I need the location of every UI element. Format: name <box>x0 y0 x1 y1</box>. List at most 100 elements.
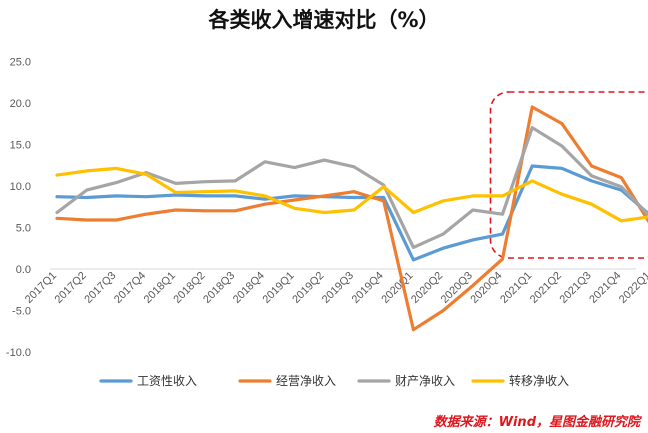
data-point <box>471 194 475 198</box>
data-point <box>560 122 564 125</box>
data-point <box>85 169 89 173</box>
data-point <box>441 232 445 236</box>
data-point <box>412 258 415 262</box>
x-tick-label: 2018Q4 <box>231 270 267 306</box>
data-point <box>55 195 59 199</box>
legend-label: 财产净收入 <box>395 374 455 388</box>
x-tick-label: 2017Q4 <box>112 270 148 306</box>
data-point <box>85 218 89 222</box>
data-point <box>322 158 326 162</box>
data-point <box>441 199 445 203</box>
y-tick-label: 25.0 <box>10 56 31 68</box>
x-tick-label: 2017Q3 <box>82 270 118 306</box>
chart-title: 各类收入增速对比（%） <box>207 8 439 32</box>
data-point <box>233 179 237 183</box>
data-point <box>204 194 207 198</box>
data-point <box>115 218 118 222</box>
data-point <box>619 176 623 179</box>
data-point <box>293 166 296 170</box>
data-point <box>501 194 504 198</box>
data-point <box>322 194 326 198</box>
legend: 工资性收入 经营净收入 财产净收入 转移净收入 <box>99 373 569 388</box>
legend-label: 转移净收入 <box>509 373 569 388</box>
data-point <box>530 105 534 109</box>
data-point <box>501 232 504 236</box>
data-point <box>144 195 148 199</box>
plot-area: 25.020.015.010.05.00.0-5.0-10.02017Q1201… <box>6 56 648 359</box>
data-point <box>55 173 59 177</box>
data-point <box>115 181 118 184</box>
data-point <box>352 190 356 194</box>
data-point <box>293 198 296 202</box>
data-point <box>382 185 386 189</box>
x-tick-label: 2022Q1 <box>617 270 648 306</box>
data-point <box>115 167 118 170</box>
x-tick-label: 2021Q3 <box>558 270 594 306</box>
data-point <box>590 202 593 206</box>
data-point <box>204 180 207 184</box>
data-point <box>174 182 178 185</box>
y-tick-label: 0.0 <box>16 264 31 276</box>
y-tick-label: 10.0 <box>10 181 31 193</box>
data-point <box>263 202 267 206</box>
x-tick-label: 2017Q2 <box>53 270 89 306</box>
data-point <box>55 216 59 220</box>
x-tick-label: 2019Q2 <box>290 270 326 306</box>
data-point <box>174 193 178 197</box>
data-point <box>412 211 415 214</box>
y-tick-label: 5.0 <box>16 222 31 234</box>
data-point <box>85 188 89 192</box>
data-point <box>352 196 356 199</box>
data-point <box>619 185 623 189</box>
x-tick-label: 2020Q1 <box>379 270 415 306</box>
x-tick-label: 2020Q2 <box>409 270 445 306</box>
data-point <box>322 211 326 214</box>
data-point <box>560 144 564 148</box>
data-point <box>471 238 475 242</box>
data-point <box>204 209 207 213</box>
data-point <box>501 212 504 216</box>
data-point <box>352 165 356 169</box>
x-tick-label: 2019Q4 <box>350 270 386 306</box>
data-point <box>619 219 623 223</box>
x-tick-label: 2021Q4 <box>587 270 623 306</box>
data-point <box>501 257 504 261</box>
data-point <box>382 196 386 199</box>
data-point <box>441 246 445 250</box>
data-point <box>530 126 534 130</box>
data-point <box>144 172 148 176</box>
data-point <box>412 328 415 332</box>
data-point <box>441 309 445 312</box>
data-point <box>382 199 386 203</box>
legend-label: 工资性收入 <box>137 374 197 388</box>
x-tick-label: 2019Q1 <box>261 270 297 306</box>
x-tick-label: 2021Q1 <box>498 270 534 306</box>
data-point <box>471 284 475 288</box>
y-tick-label: -10.0 <box>6 347 31 359</box>
data-point <box>55 211 59 214</box>
data-point <box>233 189 237 193</box>
data-point <box>590 164 593 168</box>
y-tick-label: 15.0 <box>10 139 31 151</box>
data-point <box>471 208 475 212</box>
y-tick-label: -5.0 <box>12 306 31 318</box>
x-tick-label: 2019Q3 <box>320 270 356 306</box>
data-point <box>560 192 564 196</box>
data-point <box>412 245 415 249</box>
data-point <box>293 194 296 198</box>
data-point <box>263 160 267 164</box>
data-point <box>352 208 356 212</box>
data-point <box>174 208 178 212</box>
x-tick-label: 2018Q1 <box>142 270 178 306</box>
source-note: 数据来源：Wind，星图金融研究院 <box>434 414 643 430</box>
series-line-3 <box>55 126 648 249</box>
data-point <box>590 179 593 183</box>
legend-label: 经营净收入 <box>276 374 336 388</box>
data-point <box>263 194 267 198</box>
data-point <box>263 197 267 201</box>
highlight-box <box>489 91 648 259</box>
data-point <box>590 174 593 178</box>
data-point <box>204 190 207 194</box>
data-point <box>85 196 89 199</box>
